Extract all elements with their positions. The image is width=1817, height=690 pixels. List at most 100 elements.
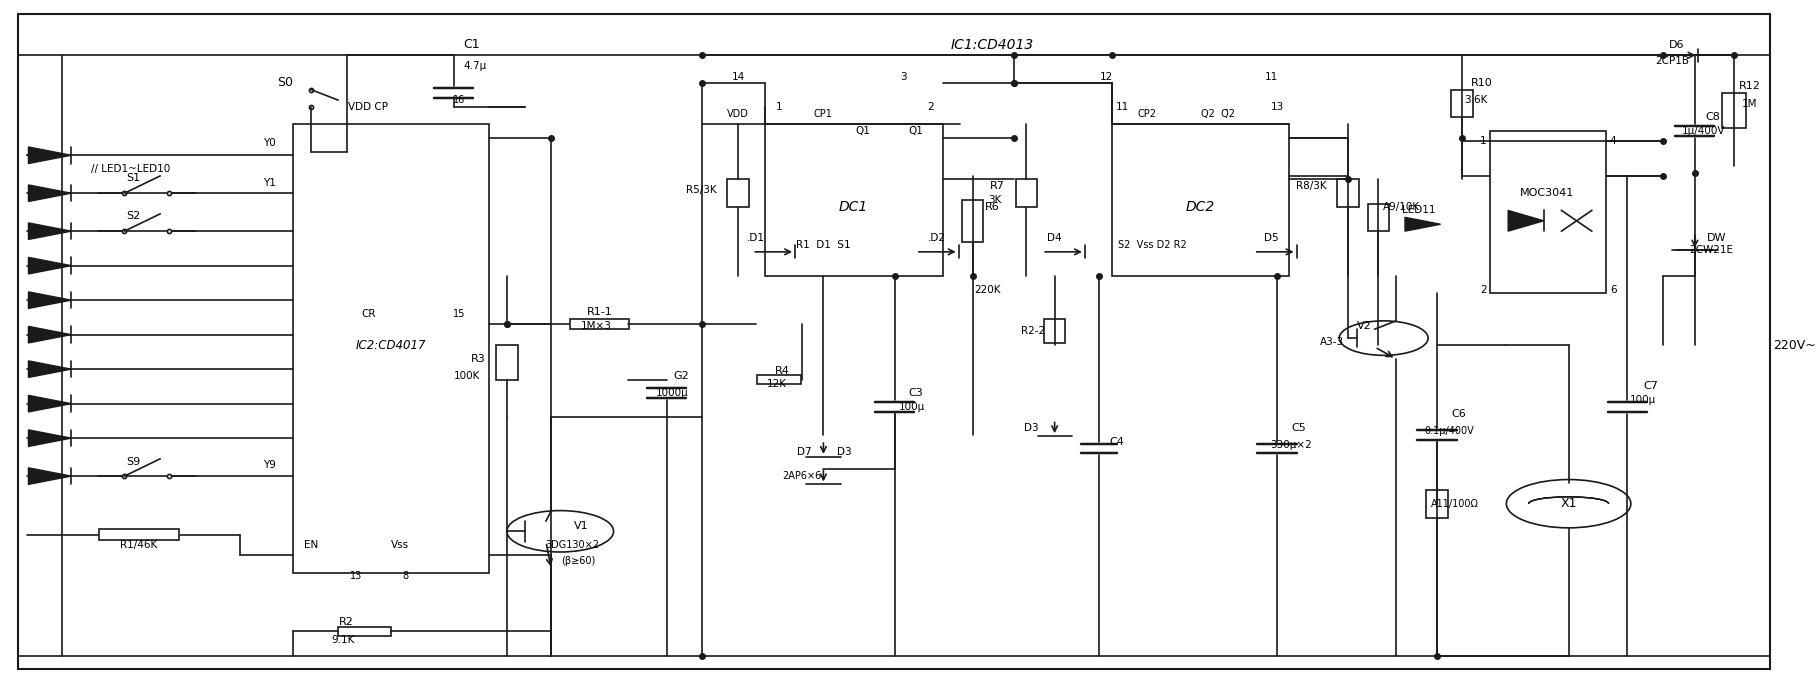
Bar [1368, 204, 1388, 231]
Text: 4.7μ: 4.7μ [463, 61, 487, 70]
Bar [1337, 179, 1359, 207]
Text: 14: 14 [732, 72, 745, 82]
Text: A3-3: A3-3 [1319, 337, 1345, 346]
Polygon shape [29, 223, 71, 239]
Text: Y0: Y0 [263, 138, 276, 148]
Polygon shape [1405, 217, 1441, 231]
Text: 100μ: 100μ [1630, 395, 1657, 405]
Bar [1723, 93, 1746, 128]
Text: DC1: DC1 [839, 200, 869, 214]
Text: S1: S1 [127, 173, 140, 183]
Text: R8/3K: R8/3K [1296, 181, 1326, 191]
Text: X1: X1 [1561, 497, 1577, 510]
Text: C7: C7 [1643, 382, 1657, 391]
Bar [1112, 124, 1290, 276]
Bar [727, 179, 749, 207]
Text: Y9: Y9 [263, 460, 276, 470]
Text: 100K: 100K [454, 371, 480, 381]
Text: CR: CR [362, 309, 376, 319]
Text: 330μ×2: 330μ×2 [1270, 440, 1312, 450]
Text: R4: R4 [776, 366, 790, 375]
Bar [294, 124, 489, 573]
Text: S2: S2 [125, 211, 140, 221]
Text: 220K: 220K [974, 285, 1001, 295]
Text: IC2:CD4017: IC2:CD4017 [356, 339, 427, 351]
Text: 220V~: 220V~ [1773, 339, 1815, 351]
Text: R1-1: R1-1 [587, 307, 612, 317]
Text: R5/3K: R5/3K [687, 185, 716, 195]
Text: S9: S9 [125, 457, 140, 467]
Text: VDD CP: VDD CP [349, 102, 389, 112]
Text: 2CP1B: 2CP1B [1655, 56, 1688, 66]
Text: 2AP6×6: 2AP6×6 [783, 471, 821, 481]
Text: IC1:CD4013: IC1:CD4013 [950, 38, 1034, 52]
Text: 100μ: 100μ [899, 402, 925, 412]
Text: R12: R12 [1739, 81, 1761, 91]
Text: Q2  Q̄2: Q2 Q̄2 [1201, 109, 1236, 119]
Text: R2-2: R2-2 [1021, 326, 1045, 336]
Bar [1452, 90, 1472, 117]
Text: D3: D3 [1025, 423, 1039, 433]
Bar [1016, 179, 1038, 207]
Bar [756, 375, 801, 384]
Text: 2CW21E: 2CW21E [1688, 245, 1733, 255]
Text: 2: 2 [1479, 285, 1486, 295]
Text: C3: C3 [908, 388, 923, 398]
Polygon shape [29, 292, 71, 308]
Polygon shape [29, 147, 71, 164]
Text: Q̄1: Q̄1 [908, 126, 923, 136]
Text: C4: C4 [1110, 437, 1125, 446]
Text: DC2: DC2 [1187, 200, 1216, 214]
Polygon shape [29, 395, 71, 412]
Text: .D1: .D1 [747, 233, 765, 243]
Text: Y1: Y1 [263, 178, 276, 188]
Text: R1/46K: R1/46K [120, 540, 158, 550]
Text: R2: R2 [340, 618, 354, 627]
Text: S0: S0 [278, 77, 294, 89]
Text: D4: D4 [1047, 233, 1061, 243]
Polygon shape [29, 361, 71, 377]
Text: 11: 11 [1116, 102, 1128, 112]
Polygon shape [29, 468, 71, 484]
Text: Vss: Vss [391, 540, 409, 550]
Text: 3: 3 [899, 72, 907, 82]
Text: CP1: CP1 [814, 109, 832, 119]
Text: 3.6K: 3.6K [1465, 95, 1488, 105]
Text: C6: C6 [1452, 409, 1466, 419]
Text: 1: 1 [1479, 137, 1486, 146]
Bar [1490, 131, 1606, 293]
Polygon shape [29, 185, 71, 201]
Text: 9.1K: 9.1K [331, 635, 354, 645]
Polygon shape [1508, 210, 1544, 231]
Bar [98, 529, 178, 540]
Text: A11/100Ω: A11/100Ω [1430, 499, 1479, 509]
Text: 1M: 1M [1743, 99, 1757, 108]
Text: 6: 6 [1610, 285, 1617, 295]
Text: // LED1~LED10: // LED1~LED10 [91, 164, 171, 174]
Text: .D2: .D2 [928, 233, 947, 243]
Text: EN: EN [303, 540, 318, 550]
Text: R3: R3 [471, 354, 485, 364]
Text: R6: R6 [985, 202, 999, 212]
Text: 1000μ: 1000μ [656, 388, 689, 398]
Bar [338, 627, 391, 636]
Text: R7: R7 [990, 181, 1005, 191]
Bar [1426, 490, 1448, 518]
Text: 2: 2 [927, 102, 934, 112]
Text: 1M×3: 1M×3 [580, 321, 611, 331]
Text: 13: 13 [1270, 102, 1283, 112]
Text: (β≥60): (β≥60) [561, 556, 596, 566]
Text: 0.1μ/400V: 0.1μ/400V [1425, 426, 1474, 436]
Text: Q1: Q1 [856, 126, 870, 136]
Bar [1045, 319, 1065, 344]
Text: DW: DW [1706, 233, 1726, 243]
Polygon shape [29, 430, 71, 446]
Bar [571, 319, 629, 329]
Text: 1: 1 [776, 102, 783, 112]
Polygon shape [29, 257, 71, 274]
Text: C8: C8 [1704, 112, 1721, 122]
Text: D6: D6 [1670, 40, 1684, 50]
Text: 11: 11 [1265, 72, 1277, 82]
Text: 16: 16 [452, 95, 465, 105]
Text: 4: 4 [1610, 137, 1617, 146]
